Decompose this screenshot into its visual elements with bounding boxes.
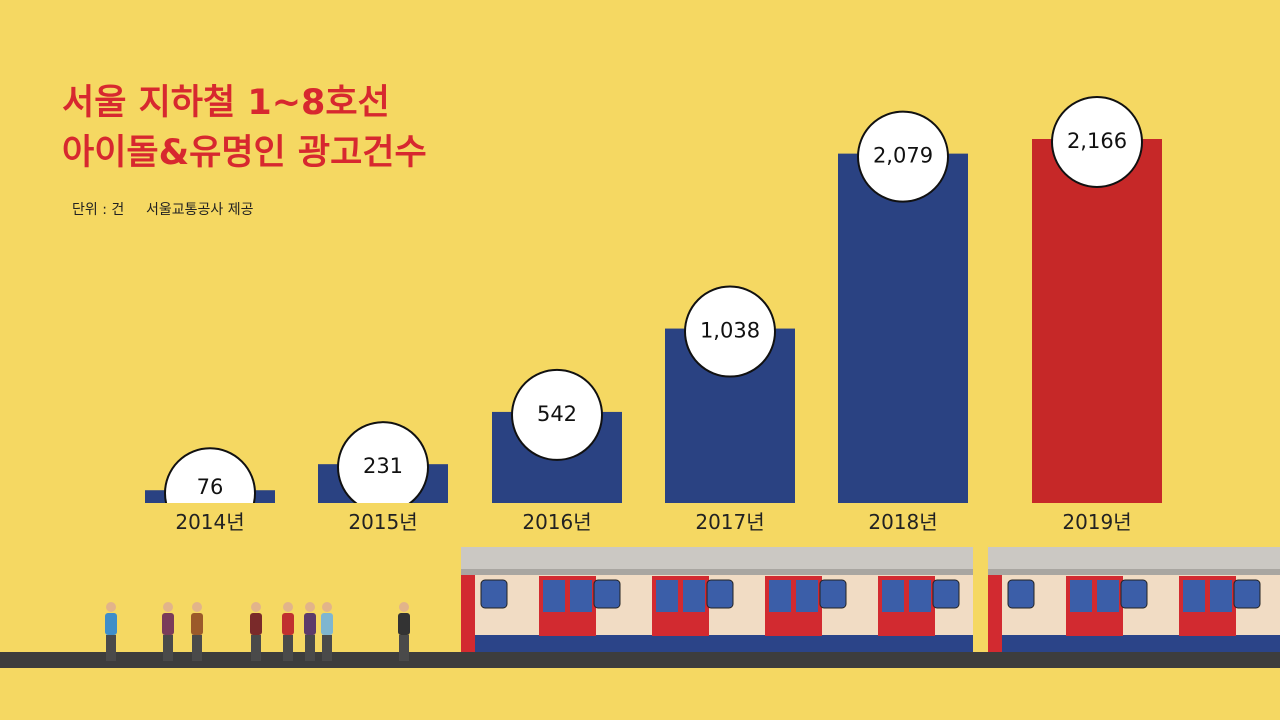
person-head <box>283 602 293 612</box>
person-legs <box>251 635 261 661</box>
title-line: 서울 지하철 1~8호선 <box>62 83 390 123</box>
door-window <box>1097 580 1119 612</box>
train-window <box>819 579 847 609</box>
value-badge <box>164 447 256 503</box>
value-label: 2,166 <box>1067 129 1127 153</box>
train-roof <box>988 547 1280 569</box>
bar <box>1032 139 1162 503</box>
source-note: 서울교통공사 제공 <box>146 202 254 218</box>
train-window <box>1233 579 1261 609</box>
train-window <box>932 579 960 609</box>
title-line: 아이돌&유명인 광고건수 <box>62 133 427 173</box>
train-scene <box>0 547 1280 668</box>
train-stripe <box>461 635 973 652</box>
train-window <box>593 579 621 609</box>
person-legs <box>106 635 116 661</box>
value-badge <box>857 110 949 203</box>
door-window <box>570 580 592 612</box>
person-legs <box>163 635 173 661</box>
door-window <box>683 580 705 612</box>
person-body <box>162 613 174 635</box>
door-window <box>882 580 904 612</box>
person-body <box>105 613 117 635</box>
door-window <box>909 580 931 612</box>
category-label: 2018년 <box>868 510 937 534</box>
value-label: 1,038 <box>700 319 760 343</box>
bar <box>838 153 968 504</box>
person-legs <box>322 635 332 661</box>
category-label: 2016년 <box>522 510 591 534</box>
person-head <box>106 602 116 612</box>
value-label: 542 <box>537 402 577 426</box>
person-legs <box>305 635 315 661</box>
door-window <box>1183 580 1205 612</box>
category-label: 2017년 <box>695 510 764 534</box>
value-badge <box>337 421 429 503</box>
person-body <box>398 613 410 635</box>
door-window <box>656 580 678 612</box>
value-badge <box>684 285 776 378</box>
value-label: 231 <box>363 454 403 478</box>
person-body <box>191 613 203 635</box>
train-front <box>461 575 475 652</box>
person-body <box>250 613 262 635</box>
value-label: 2,079 <box>873 144 933 168</box>
train-window <box>480 579 508 609</box>
category-label: 2014년 <box>175 510 244 534</box>
train-window <box>1120 579 1148 609</box>
door-window <box>796 580 818 612</box>
person-head <box>399 602 409 612</box>
person-head <box>305 602 315 612</box>
train-roof-band <box>988 569 1280 575</box>
train-window <box>1007 579 1035 609</box>
door-window <box>769 580 791 612</box>
person-head <box>251 602 261 612</box>
train-roof <box>461 547 973 569</box>
category-label: 2019년 <box>1062 510 1131 534</box>
person-head <box>192 602 202 612</box>
person-head <box>163 602 173 612</box>
door-window <box>543 580 565 612</box>
bars: 76 2014년 231 2015년 542 2016년 1,038 2017년 2,079 20… <box>145 96 1162 534</box>
train-stripe <box>988 635 1280 652</box>
person-legs <box>192 635 202 661</box>
person-body <box>282 613 294 635</box>
person-legs <box>283 635 293 661</box>
value-label: 76 <box>197 475 224 499</box>
train-roof-band <box>461 569 973 575</box>
person-head <box>322 602 332 612</box>
unit-note: 단위 : 건 <box>72 202 124 218</box>
platform <box>0 652 1280 668</box>
person-body <box>304 613 316 635</box>
value-badge <box>511 368 603 461</box>
person-body <box>321 613 333 635</box>
value-badge <box>1051 96 1143 188</box>
category-label: 2015년 <box>348 510 417 534</box>
train-window <box>706 579 734 609</box>
door-window <box>1210 580 1232 612</box>
train-front <box>988 575 1002 652</box>
person-legs <box>399 635 409 661</box>
door-window <box>1070 580 1092 612</box>
